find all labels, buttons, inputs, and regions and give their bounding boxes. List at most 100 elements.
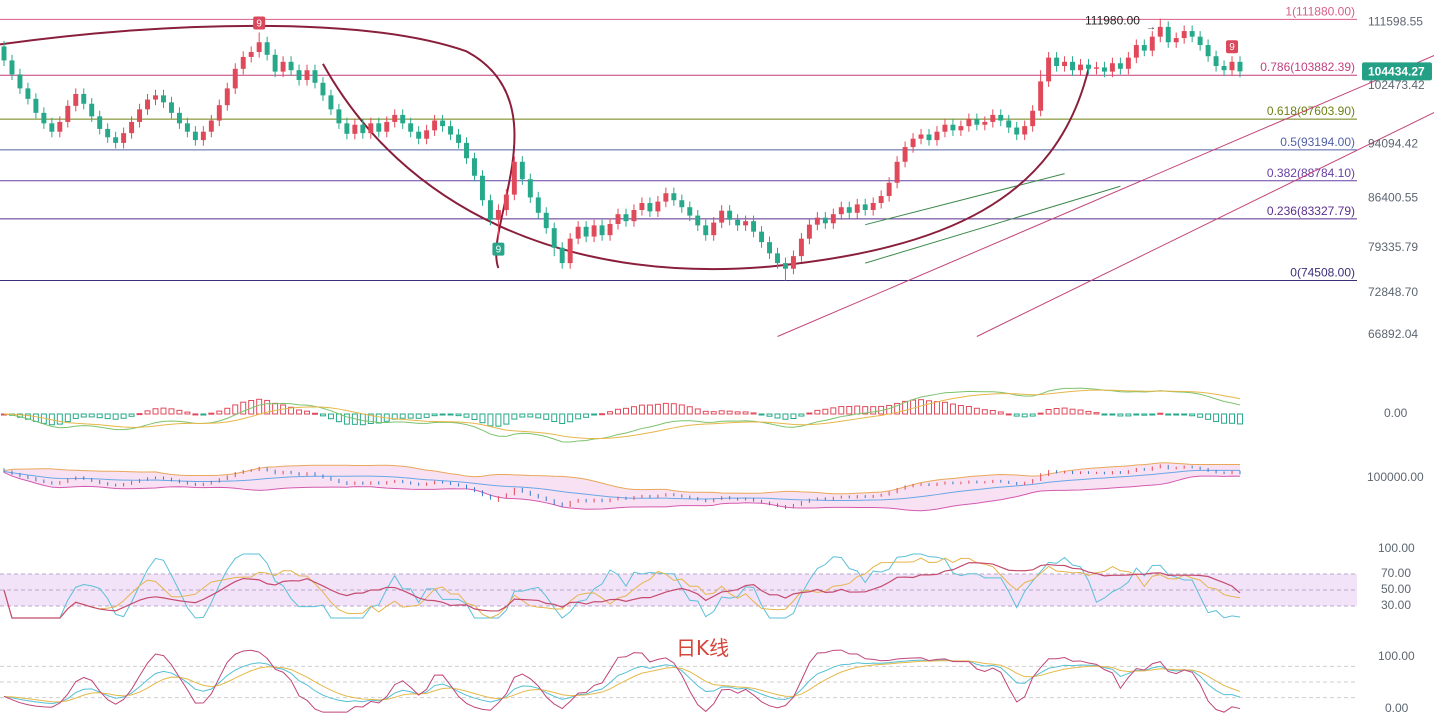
- candle[interactable]: [1213, 50, 1219, 72]
- candle[interactable]: [974, 113, 980, 131]
- candle[interactable]: [623, 208, 629, 227]
- candle[interactable]: [1197, 31, 1203, 51]
- candle[interactable]: [248, 46, 254, 63]
- candle[interactable]: [97, 110, 103, 135]
- candle[interactable]: [1109, 57, 1115, 78]
- candle[interactable]: [695, 209, 701, 231]
- candle[interactable]: [216, 99, 222, 127]
- candle[interactable]: [958, 120, 964, 136]
- candle[interactable]: [1165, 21, 1171, 48]
- candle[interactable]: [304, 64, 310, 86]
- candle[interactable]: [129, 116, 135, 139]
- candle[interactable]: [113, 131, 119, 149]
- candle[interactable]: [81, 88, 87, 110]
- candle[interactable]: [320, 77, 326, 101]
- candle[interactable]: [392, 109, 398, 128]
- candle[interactable]: [73, 88, 79, 112]
- candle[interactable]: [918, 128, 924, 145]
- candle[interactable]: [161, 89, 166, 108]
- candle[interactable]: [448, 120, 454, 141]
- candle[interactable]: [543, 207, 549, 234]
- candle[interactable]: [192, 126, 198, 146]
- candle[interactable]: [790, 250, 796, 275]
- candle[interactable]: [416, 126, 422, 145]
- candle[interactable]: [535, 191, 541, 219]
- candle[interactable]: [487, 194, 493, 226]
- candle[interactable]: [145, 93, 151, 115]
- candle[interactable]: [312, 64, 318, 89]
- candle[interactable]: [711, 216, 717, 241]
- candle[interactable]: [607, 218, 613, 241]
- candle[interactable]: [998, 109, 1004, 127]
- candle[interactable]: [1173, 32, 1179, 48]
- candle[interactable]: [727, 205, 733, 226]
- candle[interactable]: [735, 214, 741, 231]
- candle[interactable]: [49, 117, 55, 138]
- candle[interactable]: [1006, 114, 1012, 134]
- candle[interactable]: [408, 117, 414, 138]
- candle[interactable]: [1205, 39, 1211, 62]
- candle[interactable]: [176, 107, 182, 129]
- candle[interactable]: [1046, 52, 1052, 87]
- candle[interactable]: [328, 89, 334, 115]
- candle[interactable]: [679, 194, 685, 213]
- candle[interactable]: [583, 221, 589, 243]
- candle[interactable]: [1, 40, 7, 67]
- candle[interactable]: [822, 212, 828, 229]
- candle[interactable]: [200, 126, 206, 146]
- candle[interactable]: [503, 189, 509, 216]
- candle[interactable]: [1133, 39, 1139, 64]
- candle[interactable]: [464, 137, 469, 164]
- candle[interactable]: [272, 49, 278, 78]
- candle[interactable]: [862, 198, 868, 216]
- candle[interactable]: [575, 221, 581, 245]
- candle[interactable]: [137, 103, 143, 128]
- candle[interactable]: [1141, 39, 1147, 57]
- candle[interactable]: [966, 113, 972, 132]
- candle[interactable]: [1022, 120, 1028, 141]
- candle[interactable]: [296, 64, 302, 86]
- candle[interactable]: [89, 98, 95, 122]
- candle[interactable]: [719, 205, 725, 229]
- candle[interactable]: [878, 190, 884, 209]
- candle[interactable]: [647, 197, 653, 217]
- candle[interactable]: [894, 156, 900, 189]
- candle[interactable]: [950, 119, 956, 136]
- candle[interactable]: [153, 89, 158, 106]
- candle[interactable]: [830, 208, 836, 229]
- candle[interactable]: [440, 114, 446, 132]
- candle[interactable]: [280, 56, 286, 78]
- candle[interactable]: [511, 156, 517, 201]
- candle[interactable]: [352, 119, 358, 140]
- candle[interactable]: [599, 219, 605, 241]
- candle[interactable]: [782, 257, 788, 281]
- candle[interactable]: [384, 116, 390, 138]
- candle[interactable]: [1038, 70, 1044, 117]
- candle[interactable]: [806, 219, 812, 245]
- candle[interactable]: [703, 219, 709, 241]
- candle[interactable]: [1157, 18, 1163, 43]
- candle[interactable]: [655, 196, 661, 217]
- candle[interactable]: [886, 177, 892, 202]
- candle[interactable]: [615, 208, 621, 230]
- candle[interactable]: [982, 116, 988, 131]
- candle[interactable]: [1181, 25, 1187, 44]
- candle[interactable]: [1125, 52, 1131, 75]
- candle[interactable]: [775, 247, 780, 269]
- candle[interactable]: [639, 197, 645, 216]
- candle[interactable]: [1237, 56, 1243, 78]
- candle[interactable]: [551, 222, 557, 257]
- candle[interactable]: [1229, 56, 1235, 76]
- candle[interactable]: [1054, 52, 1060, 72]
- candle[interactable]: [798, 233, 804, 262]
- candle[interactable]: [519, 156, 525, 185]
- candle[interactable]: [479, 170, 485, 206]
- candle[interactable]: [9, 54, 15, 80]
- candle[interactable]: [456, 128, 462, 149]
- candle[interactable]: [767, 236, 772, 259]
- candle[interactable]: [208, 114, 214, 138]
- candle[interactable]: [400, 109, 406, 129]
- candle[interactable]: [687, 201, 693, 222]
- candle[interactable]: [631, 204, 637, 227]
